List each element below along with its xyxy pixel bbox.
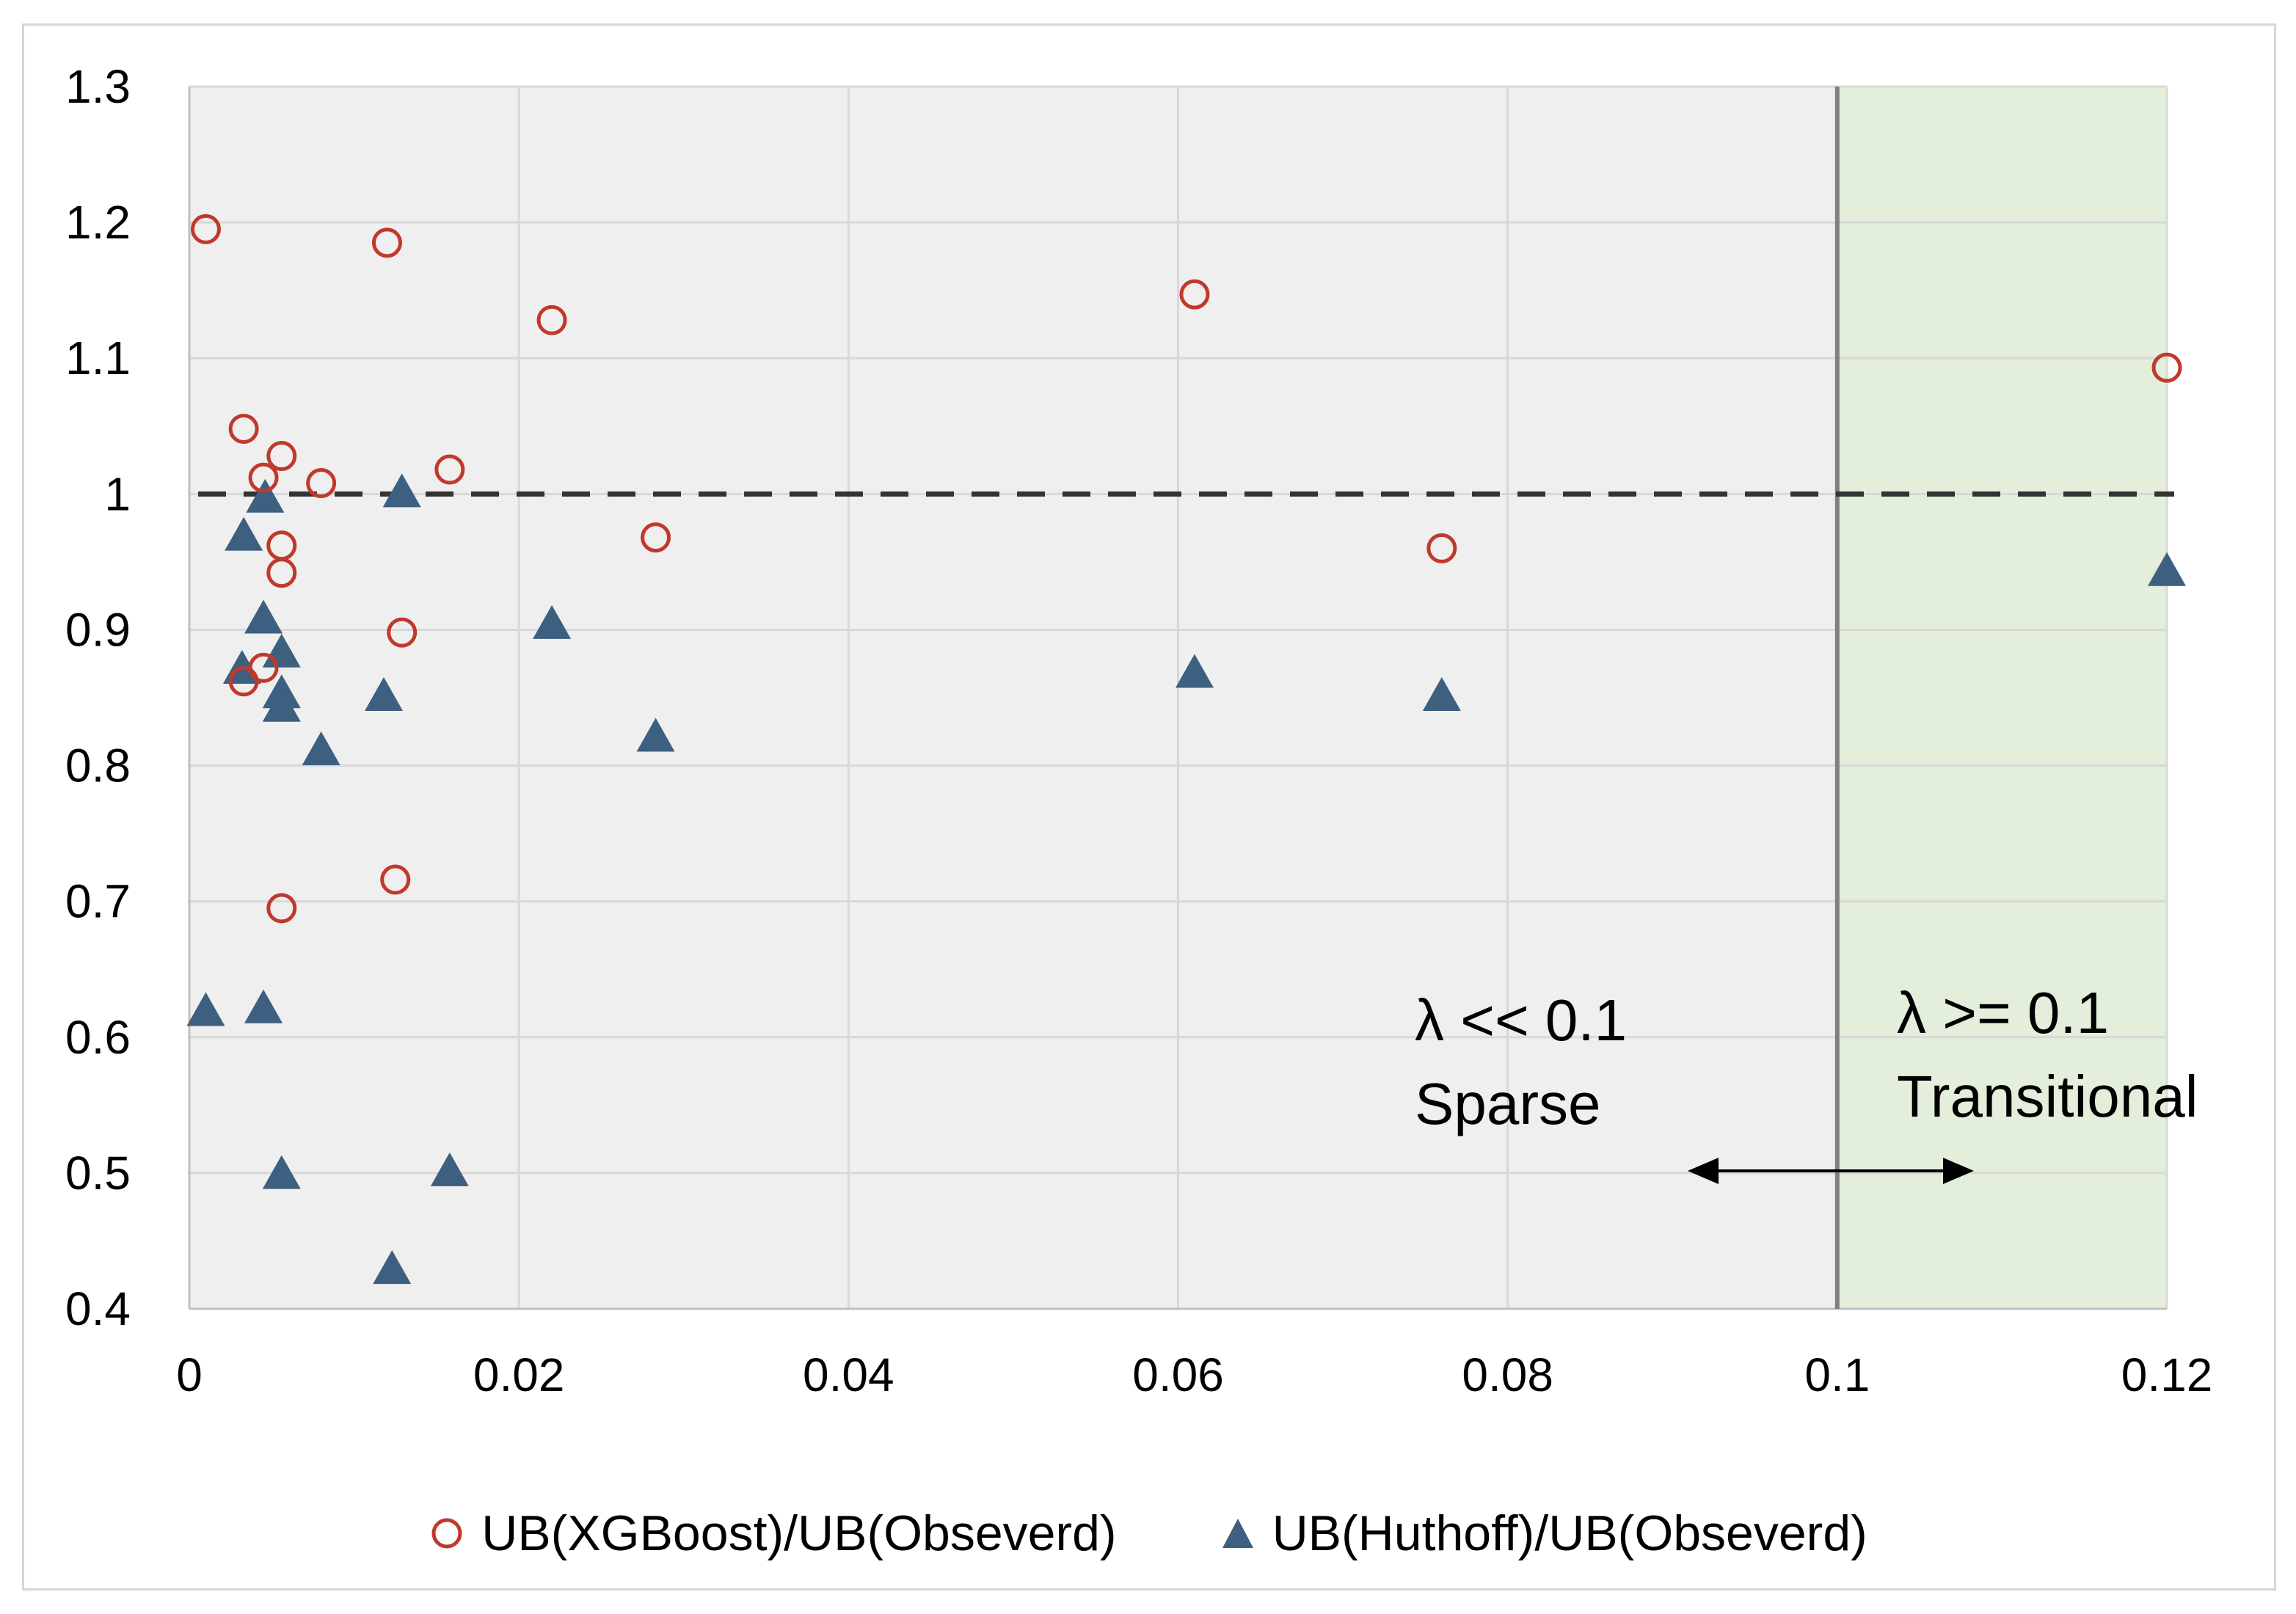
huthoff-point <box>186 992 225 1026</box>
xgboost-point <box>228 413 259 444</box>
legend-item-xgboost: UB(XGBoost)/UB(Obseverd) <box>429 1505 1117 1562</box>
huthoff-point <box>1422 677 1461 711</box>
legend-label-xgboost: UB(XGBoost)/UB(Obseverd) <box>481 1505 1117 1561</box>
xgboost-point <box>266 441 297 472</box>
x-tick-label: 0.08 <box>1462 1348 1553 1401</box>
arrow-right-head <box>1943 1158 1974 1184</box>
annotation-sparse-condition: λ << 0.1 <box>1415 987 1627 1053</box>
annotation-transitional-label: Transitional <box>1897 1064 2198 1129</box>
x-tick-label: 0.12 <box>2121 1348 2213 1401</box>
legend-label-huthoff: UB(Huthoff)/UB(Obseverd) <box>1272 1505 1867 1561</box>
x-tick-label: 0.04 <box>803 1348 894 1401</box>
xgboost-point <box>372 227 402 258</box>
huthoff-point <box>225 516 263 551</box>
y-tick-label: 0.5 <box>65 1147 131 1199</box>
huthoff-point <box>430 1152 469 1186</box>
y-tick-label: 1.3 <box>65 60 131 113</box>
y-tick-label: 0.6 <box>65 1011 131 1064</box>
xgboost-point <box>641 522 671 553</box>
y-tick-label: 1.1 <box>65 332 131 384</box>
xgboost-point <box>266 558 297 588</box>
xgboost-point <box>248 462 279 493</box>
huthoff-point <box>262 1155 301 1189</box>
xgboost-point <box>1179 279 1210 310</box>
x-tick-label: 0.1 <box>1804 1348 1870 1401</box>
xgboost-point <box>380 864 411 895</box>
xgboost-point <box>248 652 279 683</box>
annotation-sparse-label: Sparse <box>1415 1071 1600 1136</box>
y-tick-label: 0.4 <box>65 1282 131 1335</box>
huthoff-point <box>365 677 404 711</box>
huthoff-point <box>302 731 340 766</box>
x-tick-label: 0.02 <box>473 1348 565 1401</box>
huthoff-point <box>244 989 283 1023</box>
x-tick-label: 0.06 <box>1132 1348 1224 1401</box>
huthoff-point <box>244 599 283 634</box>
xgboost-point <box>306 468 337 499</box>
transitional-region <box>1837 87 2167 1309</box>
legend-item-huthoff: UB(Huthoff)/UB(Obseverd) <box>1220 1505 1867 1562</box>
annotation-transitional-condition: λ >= 0.1 <box>1897 980 2109 1045</box>
xgboost-point <box>228 666 259 697</box>
open-circle-icon <box>431 1518 462 1549</box>
y-tick-label: 1.2 <box>65 196 131 249</box>
xgboost-point <box>387 617 418 648</box>
y-tick-label: 1 <box>104 467 131 520</box>
xgboost-point <box>434 454 465 485</box>
huthoff-point <box>373 1250 412 1285</box>
xgboost-point <box>2151 352 2182 383</box>
huthoff-point <box>2148 552 2186 586</box>
y-tick-label: 0.7 <box>65 875 131 928</box>
huthoff-point <box>246 478 285 513</box>
y-tick-label: 0.9 <box>65 603 131 656</box>
xgboost-point <box>266 893 297 924</box>
xgboost-point <box>536 304 567 335</box>
huthoff-point <box>1175 654 1214 688</box>
huthoff-point <box>636 717 675 752</box>
x-tick-label: 0 <box>176 1348 203 1401</box>
legend: UB(XGBoost)/UB(Obseverd) UB(Huthoff)/UB(… <box>0 1500 2296 1566</box>
huthoff-point <box>262 687 301 722</box>
arrow-left-head <box>1688 1158 1719 1184</box>
filled-triangle-icon <box>1222 1519 1253 1548</box>
xgboost-point <box>190 213 221 244</box>
huthoff-point <box>533 605 572 639</box>
huthoff-point <box>382 473 421 508</box>
xgboost-point <box>1426 533 1457 563</box>
y-tick-label: 0.8 <box>65 740 131 792</box>
